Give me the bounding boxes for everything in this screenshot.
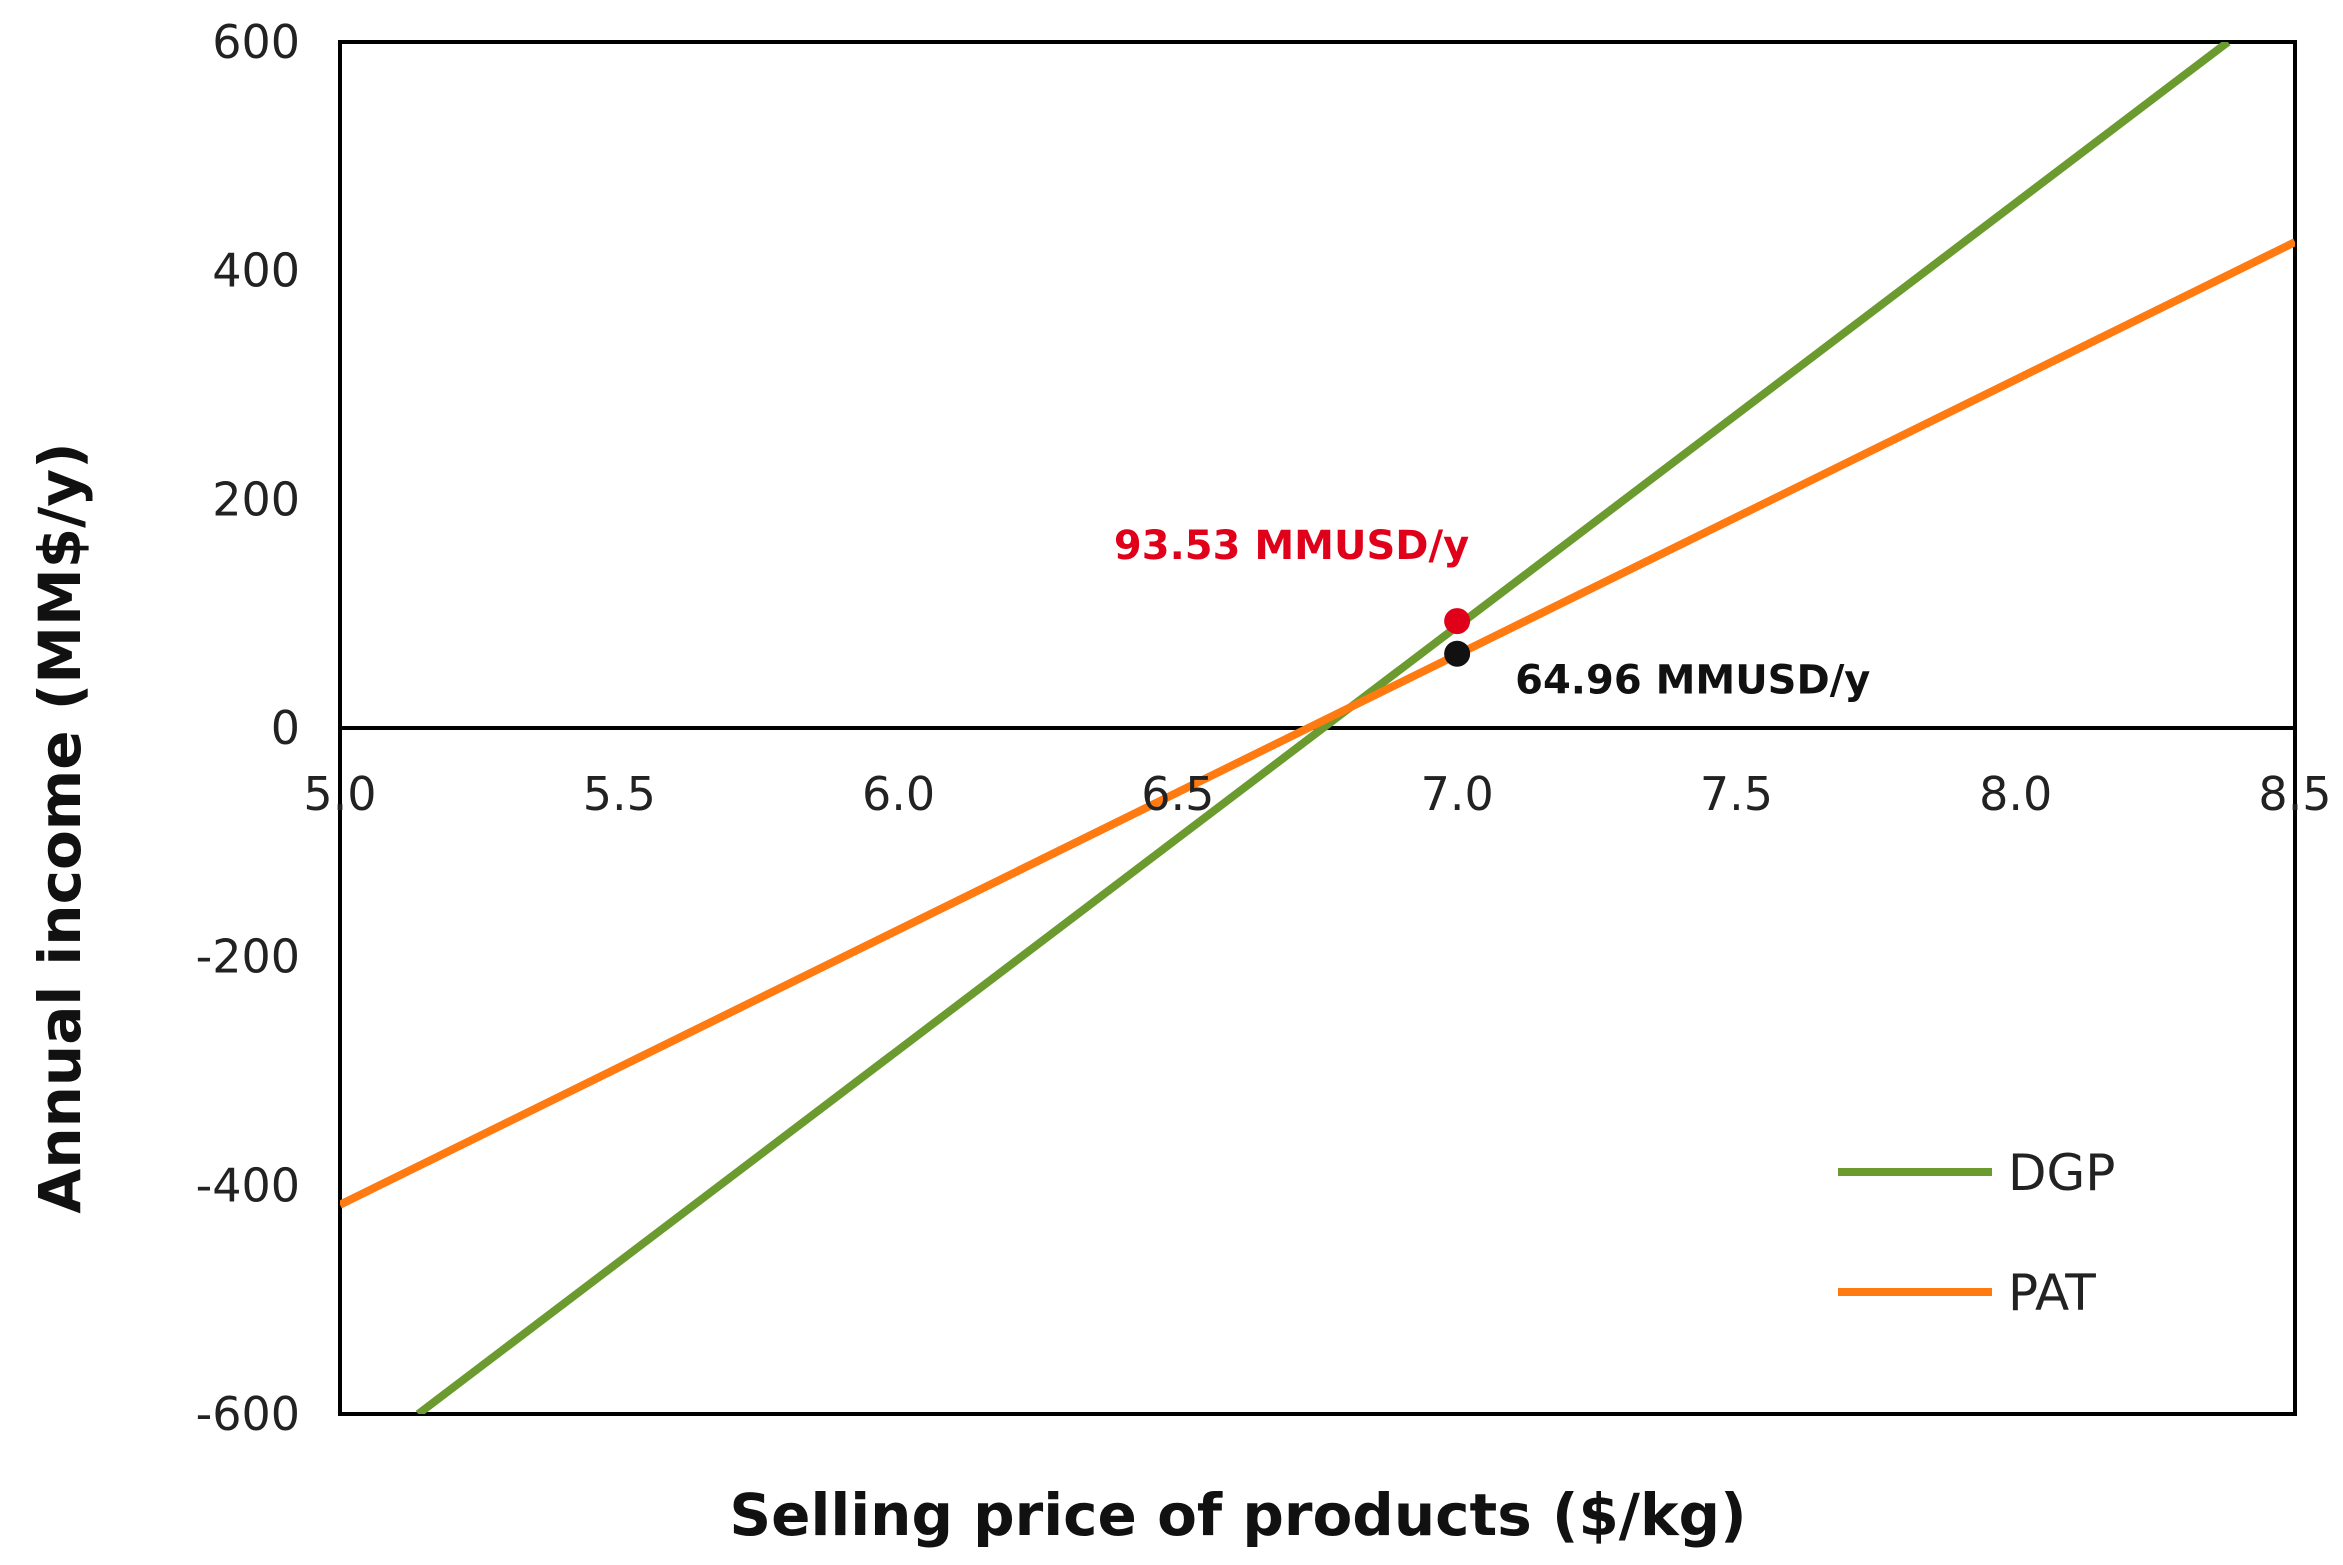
annotation-point-0 xyxy=(1444,608,1471,635)
legend-label-pat: PAT xyxy=(2008,1264,2096,1322)
y-tick-label: 0 xyxy=(271,701,300,755)
y-axis-title: Annual income (MM$/y) xyxy=(26,442,94,1213)
legend-label-dgp: DGP xyxy=(2008,1144,2115,1202)
y-tick-label: -600 xyxy=(196,1387,300,1441)
x-tick-label: 8.0 xyxy=(1979,767,2052,821)
annotation-point-1 xyxy=(1444,640,1471,667)
y-tick-label: -400 xyxy=(196,1158,300,1212)
annotation-label-0: 93.53 MMUSD/y xyxy=(1114,523,1469,569)
x-tick-label: 5.0 xyxy=(303,767,376,821)
x-tick-label: 8.5 xyxy=(2258,767,2331,821)
x-tick-label: 6.0 xyxy=(862,767,935,821)
legend: DGP PAT xyxy=(1838,1144,2115,1322)
x-axis-title: Selling price of products ($/kg) xyxy=(729,1481,1746,1549)
y-tick-label: 400 xyxy=(212,244,300,298)
series-line-dgp xyxy=(415,42,2231,1414)
x-tick-label: 5.5 xyxy=(583,767,656,821)
x-tick-label: 7.0 xyxy=(1421,767,1494,821)
y-tick-label: 600 xyxy=(212,15,300,69)
y-tick-label: -200 xyxy=(196,930,300,984)
series-line-pat xyxy=(340,238,2295,1209)
x-tick-label: 7.5 xyxy=(1700,767,1773,821)
x-tick-label: 6.5 xyxy=(1141,767,1214,821)
y-tick-label: 200 xyxy=(212,472,300,526)
annotation-label-1: 64.96 MMUSD/y xyxy=(1515,658,1870,704)
